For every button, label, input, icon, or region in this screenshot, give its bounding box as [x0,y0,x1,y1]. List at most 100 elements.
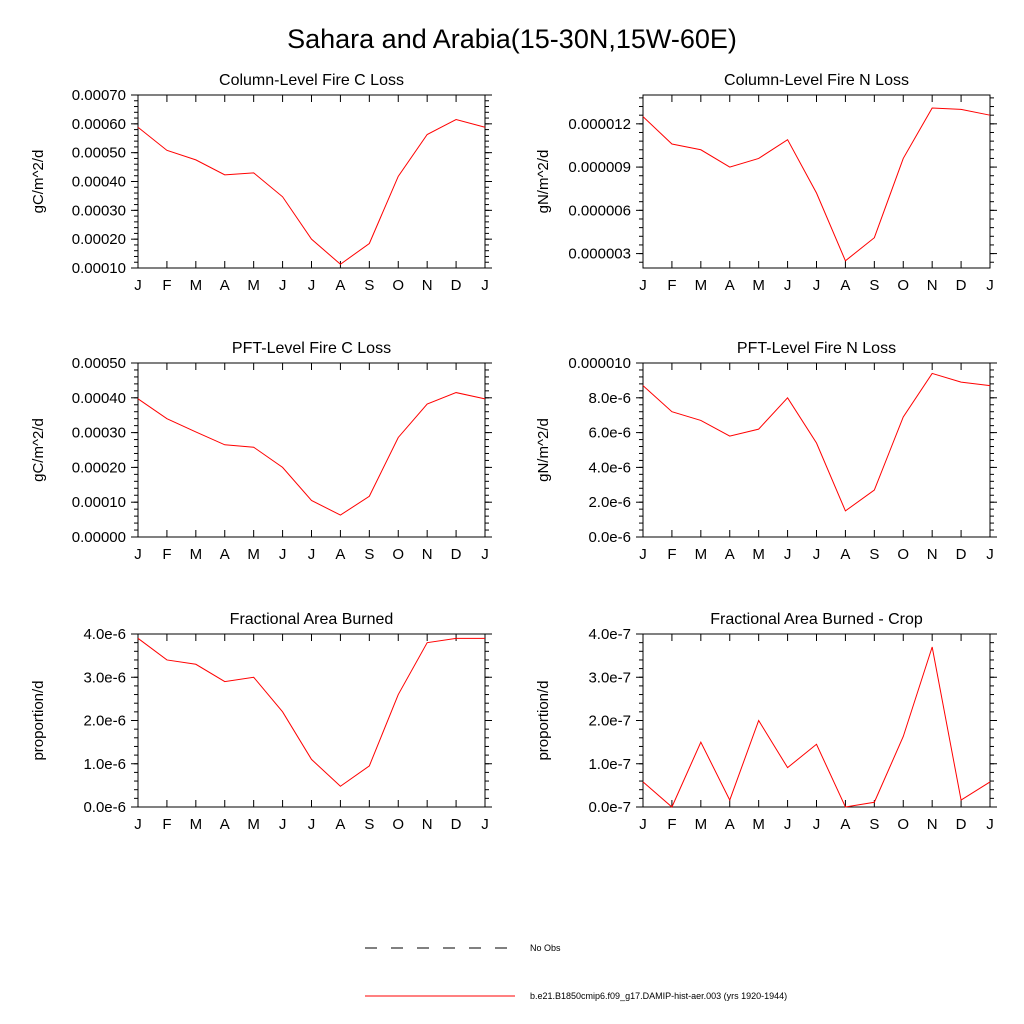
x-tick-label: D [956,816,967,833]
x-tick-label: A [335,816,345,833]
x-tick-label: A [725,277,735,294]
panel-title: PFT-Level Fire C Loss [232,340,391,357]
x-tick-label: D [956,546,967,563]
x-tick-label: M [190,277,203,294]
series-line-1 [137,118,486,265]
x-tick-label: S [869,816,879,833]
x-tick-label: M [695,546,708,563]
y-axis-label: gC/m^2/d [30,418,47,482]
x-tick-label: F [667,277,676,294]
x-tick-label: S [364,277,374,294]
y-tick-label: 2.0e-7 [588,713,631,730]
y-tick-label: 0.00040 [72,390,126,407]
y-tick-label: 0.000006 [568,202,631,219]
x-tick-label: M [752,816,765,833]
x-tick-label: O [897,816,909,833]
x-tick-label: A [840,277,850,294]
x-tick-label: J [813,816,821,833]
plot-frame [137,362,486,538]
y-tick-label: 0.00020 [72,231,126,248]
plot-frame [137,94,486,269]
x-tick-label: J [134,816,142,833]
y-tick-label: 3.0e-7 [588,669,631,686]
y-tick-label: 6.0e-6 [588,425,631,442]
y-tick-label: 0.0e-6 [588,529,631,546]
y-tick-label: 0.00000 [72,529,126,546]
panel-title: Column-Level Fire N Loss [724,72,909,89]
x-tick-label: N [422,277,433,294]
x-tick-label: M [695,816,708,833]
x-tick-label: J [986,277,994,294]
y-tick-label: 0.0e-6 [83,799,126,816]
x-tick-label: J [279,277,287,294]
y-tick-label: 0.00010 [72,260,126,277]
y-tick-label: 4.0e-6 [588,459,631,476]
x-tick-label: M [247,816,260,833]
x-tick-label: A [220,277,230,294]
y-axis-label: gN/m^2/d [535,150,552,214]
y-tick-label: 2.0e-6 [588,494,631,511]
series-line-1 [137,392,486,516]
y-tick-label: 0.00050 [72,355,126,372]
panel-title: Fractional Area Burned [230,611,394,628]
series-line-1 [137,637,485,787]
y-tick-label: 8.0e-6 [588,390,631,407]
x-tick-label: O [897,546,909,563]
x-tick-label: M [247,546,260,563]
y-tick-label: 0.00060 [72,116,126,133]
y-tick-label: 0.00040 [72,174,126,191]
y-axis-label: proportion/d [535,680,552,760]
x-tick-label: J [986,546,994,563]
x-tick-label: J [308,546,316,563]
chart-panel-6: Fractional Area Burned - Crop proportion/… [535,611,997,833]
x-tick-label: S [364,816,374,833]
x-tick-label: A [220,546,230,563]
y-tick-label: 0.00030 [72,425,126,442]
x-tick-label: J [308,816,316,833]
x-tick-label: F [162,277,171,294]
y-tick-label: 0.00010 [72,494,126,511]
y-tick-label: 3.0e-6 [83,669,126,686]
x-tick-label: D [451,816,462,833]
x-tick-label: N [422,546,433,563]
plot-frame [642,362,991,538]
legend-obs-label: No Obs [530,943,561,953]
x-tick-label: O [392,816,404,833]
y-tick-label: 4.0e-6 [83,626,126,643]
y-axis-label: gC/m^2/d [30,150,47,214]
plot-frame [642,633,991,808]
x-tick-label: J [813,546,821,563]
figure-title: Sahara and Arabia(15-30N,15W-60E) [287,24,737,54]
y-tick-label: 0.000012 [568,116,631,133]
x-tick-label: A [725,546,735,563]
x-tick-label: M [190,816,203,833]
x-tick-label: D [451,546,462,563]
x-tick-label: J [134,277,142,294]
series-line-1 [642,646,991,808]
x-tick-label: O [392,277,404,294]
x-tick-label: N [927,546,938,563]
x-tick-label: F [162,816,171,833]
x-tick-label: J [481,277,489,294]
y-tick-label: 0.00020 [72,459,126,476]
x-tick-label: D [451,277,462,294]
x-tick-label: O [392,546,404,563]
x-tick-label: A [840,816,850,833]
x-tick-label: J [986,816,994,833]
x-tick-label: S [364,546,374,563]
x-tick-label: J [784,546,792,563]
y-tick-label: 2.0e-6 [83,713,126,730]
y-axis-label: gN/m^2/d [535,418,552,482]
y-tick-label: 0.000009 [568,159,631,176]
y-tick-label: 0.000003 [568,246,631,263]
legend-model-label: b.e21.B1850cmip6.f09_g17.DAMIP-hist-aer.… [530,991,787,1001]
x-tick-label: A [335,277,345,294]
x-tick-label: J [134,546,142,563]
x-tick-label: J [279,816,287,833]
x-tick-label: J [639,277,647,294]
x-tick-label: A [840,546,850,563]
